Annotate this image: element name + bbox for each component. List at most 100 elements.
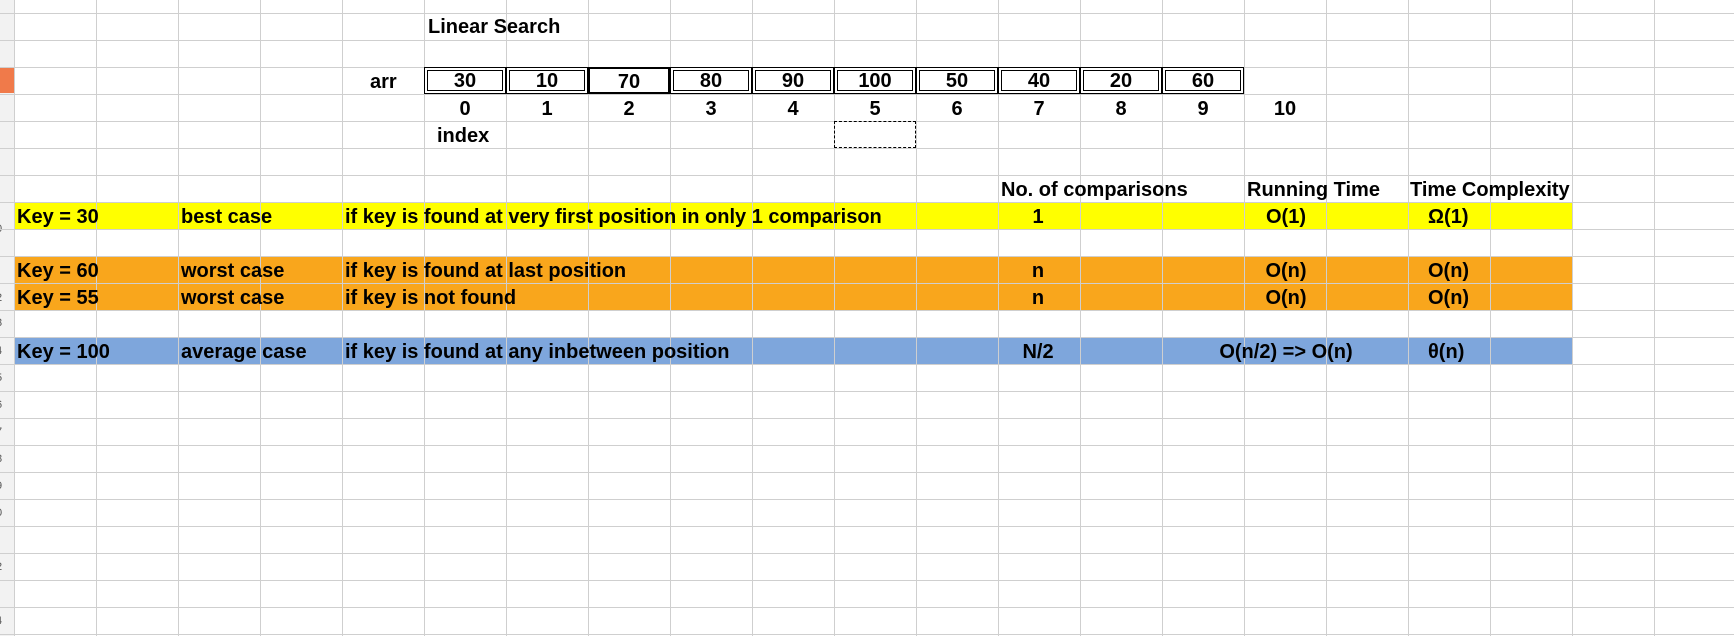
case-running-time[interactable]: O(n) [1265,287,1307,309]
grid-row-line [0,499,1734,500]
row-number[interactable]: 0 [0,500,12,527]
case-type[interactable]: worst case [181,287,285,309]
grid-column-line [424,0,425,636]
row-number[interactable]: 2 [0,554,12,581]
row-header-column[interactable]: 0 2 3 4 5 6 7 8 9 0 2 4 [0,0,15,636]
array-cell[interactable]: 80 [670,67,752,94]
case-complexity[interactable]: θ(n) [1428,341,1465,363]
header-comparisons[interactable]: No. of comparisons [1001,179,1188,201]
grid-column-line [1408,0,1409,636]
array-cell-selected[interactable]: 70 [588,67,670,94]
grid-column-line [670,0,671,636]
row-number[interactable]: 6 [0,392,12,419]
grid-column-line [1572,0,1573,636]
index-cell[interactable]: 8 [1115,98,1127,120]
row-number[interactable]: 4 [0,608,12,635]
grid-row-line [0,607,1734,608]
grid-row-line [0,40,1734,41]
array-cell[interactable]: 50 [916,67,998,94]
grid-row-line [0,553,1734,554]
case-description[interactable]: if key is found at any inbetween positio… [345,341,730,363]
array-cell[interactable]: 20 [1080,67,1162,94]
case-description[interactable]: if key is found at very first position i… [345,206,882,228]
grid-column-line [834,0,835,636]
row-number[interactable]: 3 [0,310,12,337]
case-comparisons[interactable]: n [1031,260,1045,282]
index-cell[interactable]: 5 [869,98,881,120]
index-cell[interactable]: 7 [1033,98,1045,120]
array-cell[interactable]: 40 [998,67,1080,94]
index-cell[interactable]: 6 [951,98,963,120]
case-type[interactable]: best case [181,206,273,228]
grid-row-line [0,229,1734,230]
case-running-time[interactable]: O(n/2) => O(n) [1219,341,1353,363]
grid-column-line [588,0,589,636]
sheet-title[interactable]: Linear Search [428,16,561,38]
grid-row-line [0,175,1734,176]
grid-row-line [0,526,1734,527]
grid-column-line [14,0,15,636]
case-comparisons[interactable]: N/2 [1022,341,1054,363]
grid-row-line [0,148,1734,149]
grid-column-line [1326,0,1327,636]
best-case-row-fill [14,202,1572,229]
grid-row-line [0,202,1734,203]
grid-row-line [0,634,1734,635]
index-cell[interactable]: 2 [623,98,635,120]
index-cell[interactable]: 10 [1273,98,1297,120]
array-cell[interactable]: 10 [506,67,588,94]
grid-row-line [0,94,1734,95]
case-complexity[interactable]: O(n) [1428,260,1470,282]
case-comparisons[interactable]: n [1031,287,1045,309]
grid-row-line [0,445,1734,446]
grid-column-line [752,0,753,636]
case-running-time[interactable]: O(n) [1265,260,1307,282]
row-number[interactable]: 2 [0,285,12,312]
case-key[interactable]: Key = 60 [17,260,99,282]
grid-column-line [1080,0,1081,636]
active-row-header[interactable] [0,67,14,93]
case-description[interactable]: if key is not found [345,287,517,309]
row-number[interactable]: 5 [0,365,12,392]
header-running-time[interactable]: Running Time [1247,179,1380,201]
grid-row-line [0,283,1734,284]
index-cell[interactable]: 1 [541,98,553,120]
index-label[interactable]: index [437,125,490,147]
grid-column-line [178,0,179,636]
case-running-time[interactable]: O(1) [1266,206,1306,228]
case-key[interactable]: Key = 55 [17,287,99,309]
case-description[interactable]: if key is found at last position [345,260,627,282]
case-key[interactable]: Key = 100 [17,341,110,363]
grid-column-line [1654,0,1655,636]
index-cell[interactable]: 3 [705,98,717,120]
row-number[interactable]: 7 [0,419,12,446]
index-cell[interactable]: 0 [459,98,471,120]
case-complexity[interactable]: Ω(1) [1428,206,1469,228]
index-cell[interactable]: 9 [1197,98,1209,120]
row-number[interactable]: 8 [0,446,12,473]
case-key[interactable]: Key = 30 [17,206,99,228]
grid-row-line [0,310,1734,311]
case-type[interactable]: worst case [181,260,285,282]
array-cell[interactable]: 30 [424,67,506,94]
grid-column-line [506,0,507,636]
grid-column-line [998,0,999,636]
grid-row-line [0,364,1734,365]
array-cell[interactable]: 100 [834,67,916,94]
grid-row-line [0,13,1734,14]
index-cell[interactable]: 4 [787,98,799,120]
case-type[interactable]: average case [181,341,307,363]
average-case-row-fill [14,337,1572,364]
row-number[interactable]: 9 [0,473,12,500]
array-cell[interactable]: 90 [752,67,834,94]
row-number[interactable]: 4 [0,338,12,365]
arr-label[interactable]: arr [370,71,397,93]
case-complexity[interactable]: O(n) [1428,287,1470,309]
grid-column-line [96,0,97,636]
array-cell[interactable]: 60 [1162,67,1244,94]
case-comparisons[interactable]: 1 [1032,206,1044,228]
grid-row-line [0,337,1734,338]
grid-row-line [0,472,1734,473]
header-time-complexity[interactable]: Time Complexity [1410,179,1570,201]
